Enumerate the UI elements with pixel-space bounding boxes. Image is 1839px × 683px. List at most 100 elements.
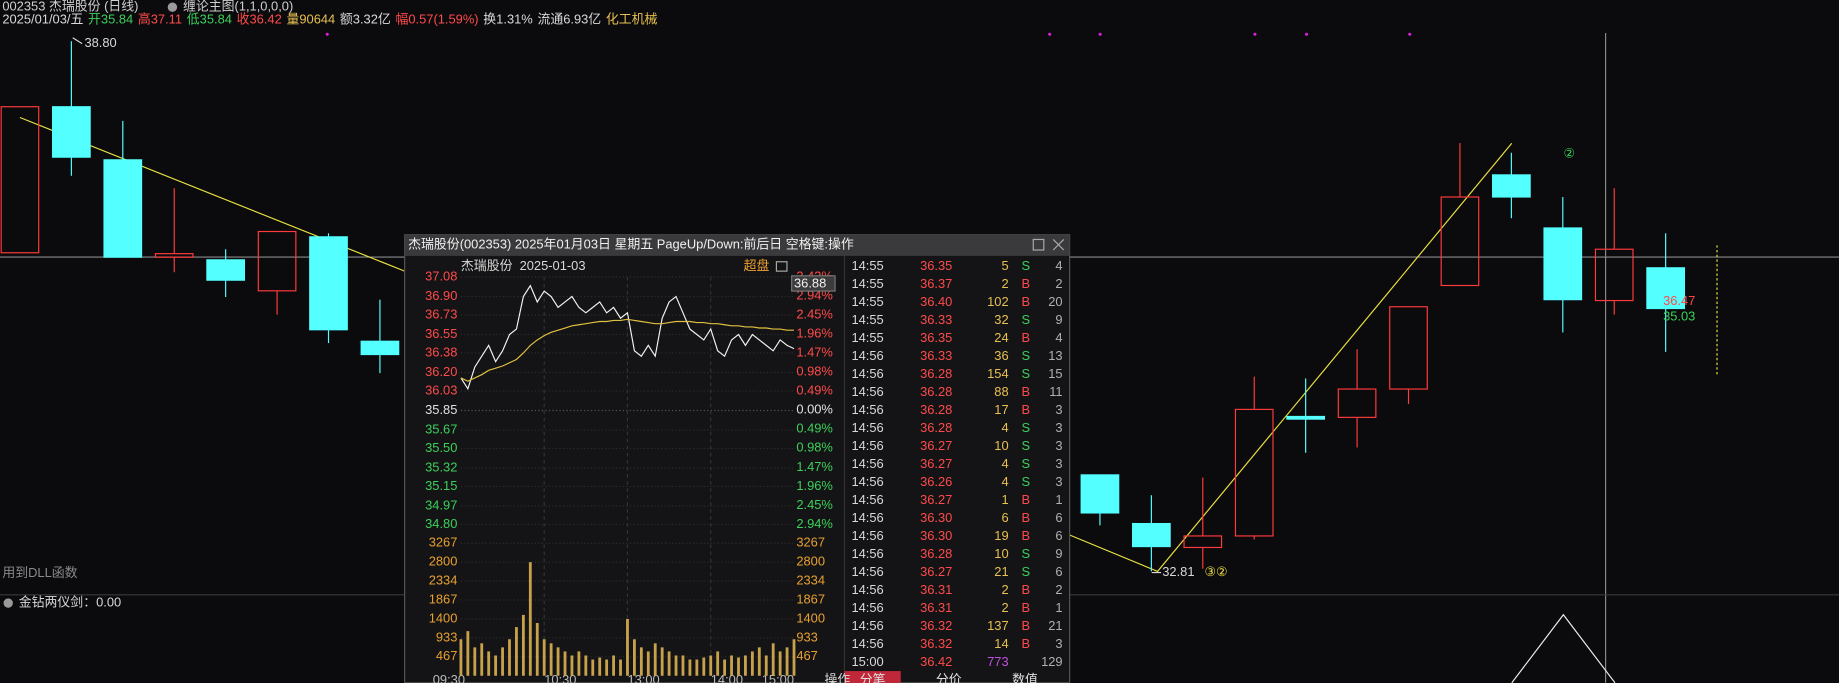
volume-bar bbox=[459, 639, 463, 676]
trade-time: 14:56 bbox=[851, 420, 883, 435]
trade-time: 14:55 bbox=[851, 312, 883, 327]
trade-count: 13 bbox=[1048, 348, 1062, 363]
tab[interactable]: 分价 bbox=[936, 672, 962, 683]
trade-volume: 14 bbox=[994, 636, 1008, 651]
dot bbox=[1408, 32, 1412, 36]
trade-side: S bbox=[1022, 474, 1031, 489]
quote-field: 幅0.57(1.59%) bbox=[395, 12, 478, 27]
trade-volume: 10 bbox=[994, 438, 1008, 453]
volume-bar bbox=[521, 614, 525, 676]
volume-bar bbox=[535, 623, 539, 676]
volume-bar bbox=[730, 655, 733, 676]
trade-price: 36.31 bbox=[920, 600, 952, 615]
trade-side: B bbox=[1022, 528, 1031, 543]
y-tick-label: 1867 bbox=[429, 591, 458, 606]
y2-tick-label: 0.49% bbox=[796, 383, 833, 398]
volume-bar bbox=[632, 639, 636, 676]
y-tick-label: 35.15 bbox=[425, 478, 457, 493]
quote-field: 低35.84 bbox=[187, 12, 232, 27]
trade-count: 2 bbox=[1055, 582, 1062, 597]
quote-field: 开35.84 bbox=[88, 12, 133, 27]
y2-tick-label: 2.45% bbox=[796, 497, 833, 512]
volume-bar bbox=[605, 659, 609, 676]
trade-price: 36.27 bbox=[920, 492, 952, 507]
quote-field: 换1.31% bbox=[483, 12, 532, 27]
trade-price: 36.30 bbox=[920, 510, 952, 525]
trade-volume: 137 bbox=[987, 618, 1009, 633]
signal-dots bbox=[325, 32, 1412, 36]
trade-time: 14:56 bbox=[851, 546, 883, 561]
y-tick-label-right: 2800 bbox=[796, 554, 825, 569]
volume-bar bbox=[626, 618, 629, 676]
dll-note: 用到DLL函数 bbox=[2, 565, 77, 580]
volume-bar bbox=[556, 647, 560, 676]
trade-volume: 2 bbox=[1001, 582, 1008, 597]
y-tick-label: 34.80 bbox=[425, 516, 457, 531]
quote-field: 流通6.93亿 bbox=[537, 12, 601, 27]
trade-volume: 21 bbox=[994, 564, 1008, 579]
candle-body bbox=[257, 230, 297, 292]
trade-price: 36.30 bbox=[920, 528, 952, 543]
dot bbox=[1048, 32, 1052, 36]
candle-body bbox=[1440, 196, 1480, 287]
tab[interactable]: 分笔 bbox=[860, 672, 886, 683]
trade-count: 3 bbox=[1055, 474, 1062, 489]
tab[interactable]: 数值 bbox=[1012, 672, 1038, 683]
candle-body bbox=[0, 106, 40, 254]
indicator-icon[interactable] bbox=[3, 598, 13, 608]
maximize-button[interactable] bbox=[1032, 238, 1045, 251]
trade-side: B bbox=[1022, 510, 1031, 525]
trade-count: 2 bbox=[1055, 276, 1062, 291]
volume-bar bbox=[771, 643, 775, 676]
x-tick-label: 14:00 bbox=[711, 672, 743, 683]
badge[interactable]: 超盘 bbox=[744, 258, 770, 273]
candle-body bbox=[1286, 415, 1326, 420]
cursor-label-box bbox=[791, 275, 836, 292]
annotation: ② bbox=[1563, 145, 1575, 160]
volume-bar bbox=[577, 651, 581, 676]
annotation: 38.80 bbox=[84, 35, 116, 50]
trade-time: 14:55 bbox=[851, 330, 883, 345]
annotation: 35.03 bbox=[1663, 308, 1695, 323]
indicator-name[interactable]: 缠论主图(1,1,0,0,0) bbox=[183, 0, 293, 14]
y2-tick-label: 1.47% bbox=[796, 459, 833, 474]
y2-tick-label: 0.98% bbox=[796, 440, 833, 455]
trade-time: 14:56 bbox=[851, 510, 883, 525]
candle-body bbox=[360, 340, 400, 356]
y-tick-label-right: 467 bbox=[796, 648, 818, 663]
x-tick-label: 10:30 bbox=[544, 672, 576, 683]
candle-body bbox=[206, 259, 246, 281]
settings-icon[interactable] bbox=[775, 261, 788, 272]
trade-time: 14:56 bbox=[851, 582, 883, 597]
volume-bar bbox=[778, 651, 782, 676]
close-button[interactable] bbox=[1052, 239, 1065, 251]
trade-side: S bbox=[1022, 348, 1031, 363]
trade-side: S bbox=[1022, 312, 1031, 327]
dropdown-icon[interactable] bbox=[167, 2, 178, 12]
y-tick-label: 933 bbox=[436, 629, 458, 644]
stock-title: 002353 杰瑞股份 (日线) bbox=[2, 0, 138, 14]
volume-bar bbox=[619, 659, 622, 676]
y-tick-label: 467 bbox=[436, 648, 458, 663]
volume-bar bbox=[750, 651, 754, 676]
price-line bbox=[460, 318, 795, 382]
trade-price: 36.32 bbox=[920, 636, 952, 651]
tab-active[interactable] bbox=[844, 671, 901, 683]
action-button[interactable]: 操作 bbox=[825, 672, 851, 683]
trade-time: 15:00 bbox=[851, 654, 883, 669]
y-tick-label-right: 933 bbox=[796, 629, 818, 644]
volume-bar bbox=[667, 651, 671, 676]
trade-price: 36.27 bbox=[920, 564, 952, 579]
quote-field: 高37.11 bbox=[138, 12, 182, 27]
trade-count: 3 bbox=[1055, 456, 1062, 471]
y-tick-label: 1400 bbox=[429, 610, 458, 625]
volume-bar bbox=[764, 655, 768, 676]
volume-bar bbox=[542, 639, 546, 676]
candle-body bbox=[1132, 522, 1171, 548]
volume-bar bbox=[744, 655, 747, 676]
quote-field: 2025/01/03/五 bbox=[2, 12, 83, 27]
volume-bar bbox=[709, 655, 713, 676]
trade-side: S bbox=[1022, 564, 1031, 579]
y-tick-label: 36.90 bbox=[425, 288, 457, 303]
